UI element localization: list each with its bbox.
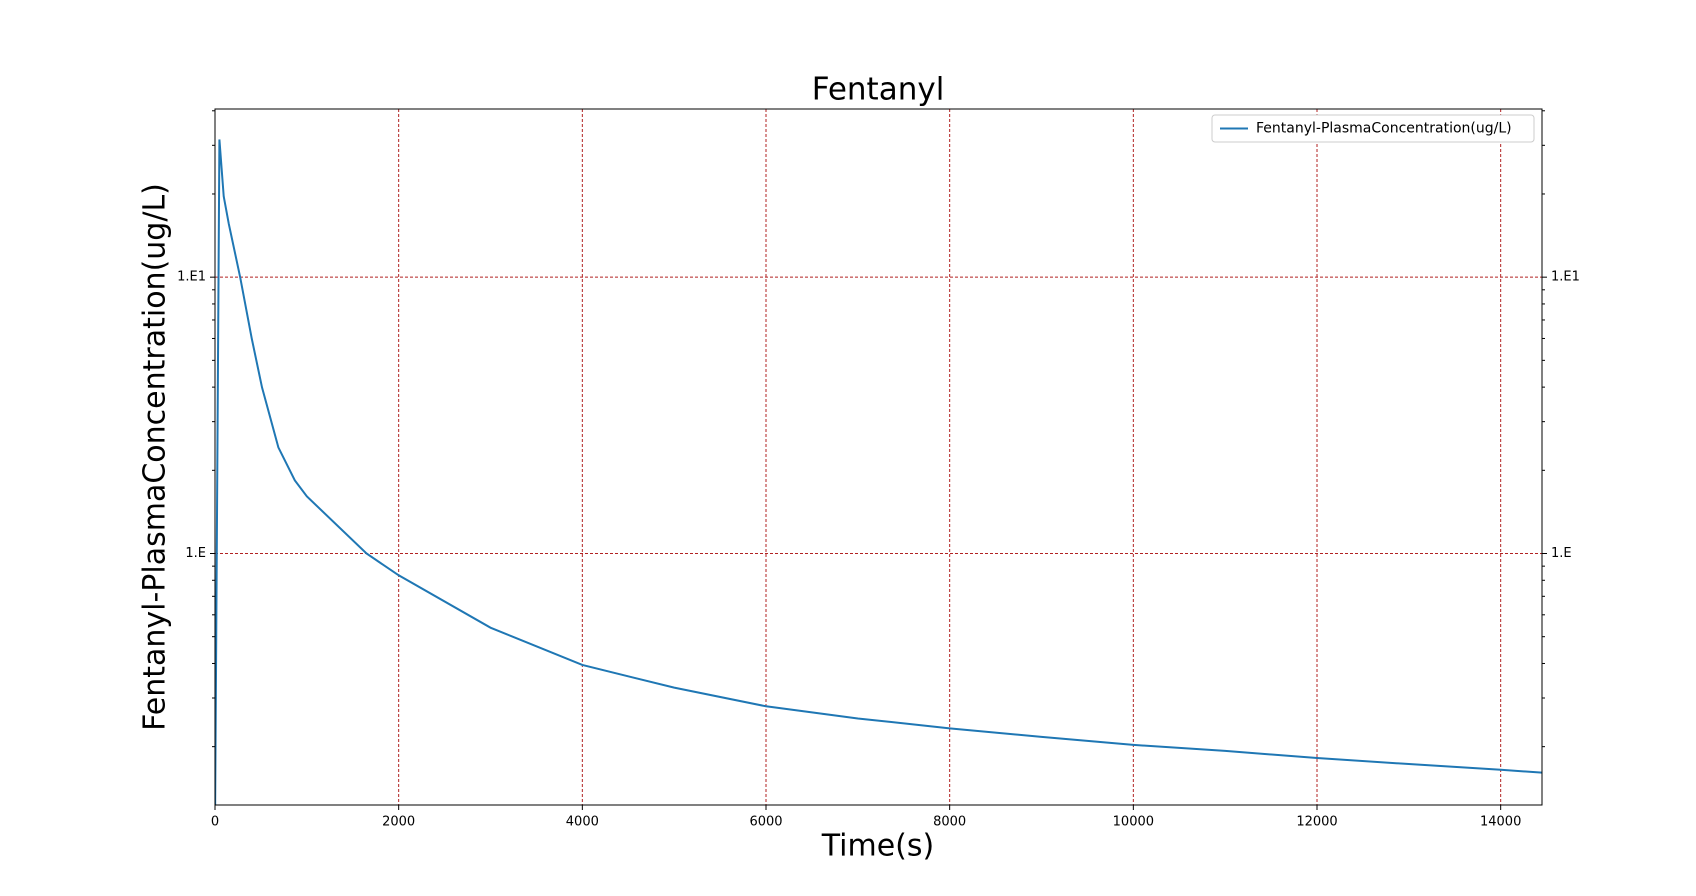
y-tick-label-right: 1.E1: [1551, 270, 1580, 285]
legend-label: Fentanyl-PlasmaConcentration(ug/L): [1256, 121, 1512, 137]
x-tick-label: 4000: [566, 815, 599, 830]
x-tick-label: 10000: [1113, 815, 1154, 830]
x-tick-label: 6000: [749, 815, 782, 830]
x-tick-label: 0: [211, 815, 219, 830]
x-tick-label: 2000: [382, 815, 415, 830]
plot-frame: [214, 108, 1543, 806]
y-tick-label-right: 1.E: [1551, 546, 1572, 561]
legend-box: [1211, 114, 1535, 143]
x-tick-label: 14000: [1480, 815, 1521, 830]
data-line: [215, 139, 1542, 805]
chart-title: Fentanyl: [812, 72, 945, 108]
y-tick-label: 1.E: [185, 546, 206, 561]
y-tick-label: 1.E1: [177, 270, 206, 285]
x-axis-label: Time(s): [821, 829, 934, 864]
x-tick-label: 12000: [1296, 815, 1337, 830]
y-axis-label: Fentanyl-PlasmaConcentration(ug/L): [138, 183, 173, 731]
x-tick-label: 8000: [933, 815, 966, 830]
